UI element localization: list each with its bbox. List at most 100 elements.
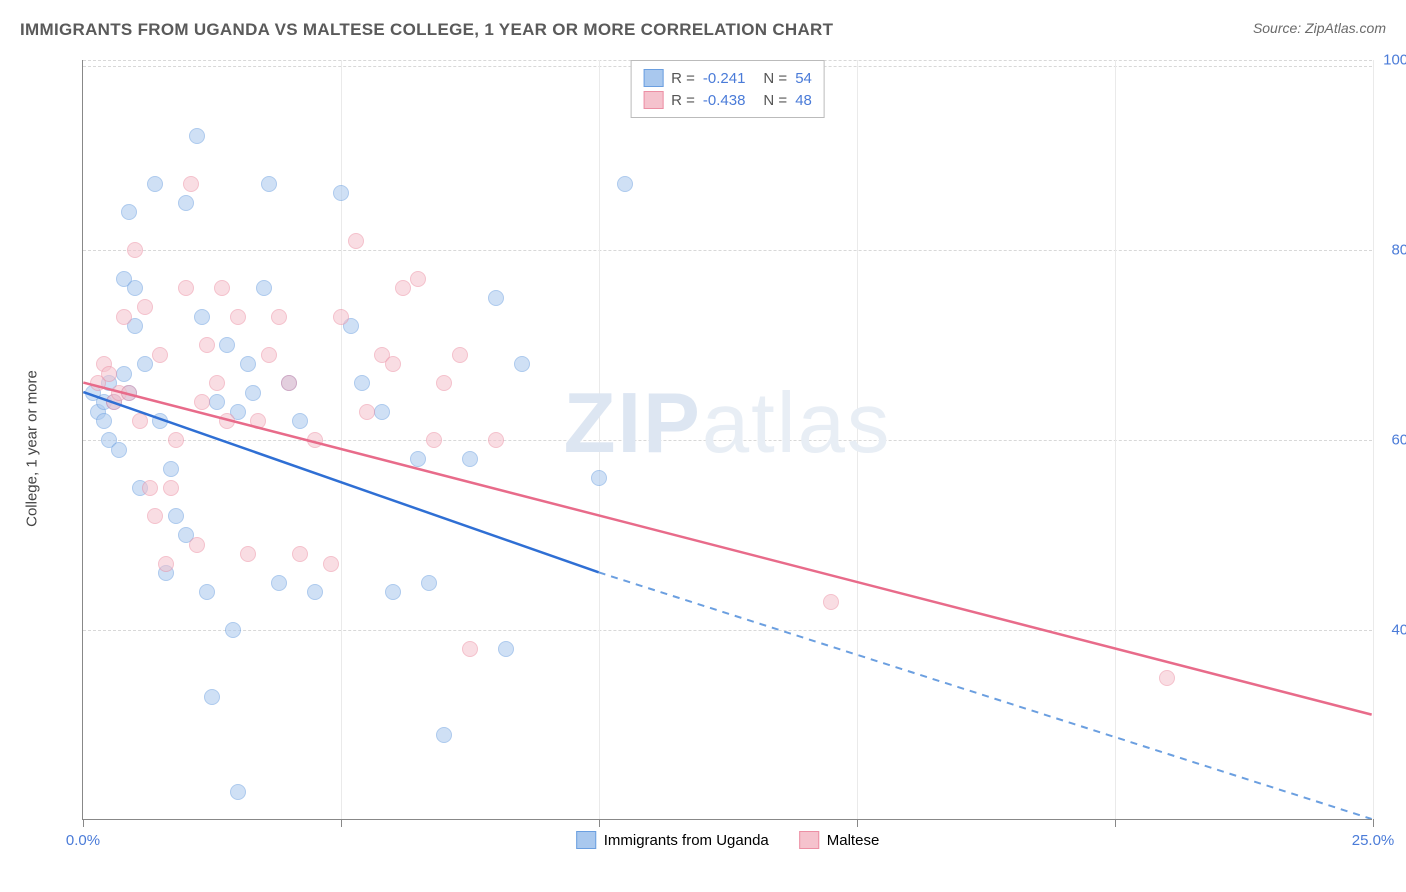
scatter-point [245,385,261,401]
scatter-point [178,195,194,211]
grid-line-vertical [599,60,600,819]
scatter-point [121,204,137,220]
source-label: Source: [1253,20,1301,36]
grid-line-vertical [1373,60,1374,819]
scatter-point [219,337,235,353]
scatter-point [250,413,266,429]
scatter-point [209,394,225,410]
scatter-point [163,461,179,477]
scatter-point [189,537,205,553]
scatter-point [168,508,184,524]
watermark-atlas: atlas [702,376,892,471]
watermark-zip: ZIP [564,376,702,471]
scatter-point [271,575,287,591]
n-value-maltese: 48 [795,92,812,109]
scatter-point [256,280,272,296]
scatter-point [823,594,839,610]
scatter-point [271,309,287,325]
scatter-point [127,280,143,296]
scatter-point [462,451,478,467]
scatter-point [225,622,241,638]
watermark: ZIPatlas [564,375,892,473]
scatter-point [137,356,153,372]
x-tick-mark [857,819,858,827]
scatter-point [240,356,256,372]
scatter-point [132,413,148,429]
legend-item-uganda: Immigrants from Uganda [576,831,769,849]
scatter-point [204,689,220,705]
scatter-point [359,404,375,420]
scatter-point [96,413,112,429]
scatter-point [488,432,504,448]
grid-line-vertical [1115,60,1116,819]
scatter-point [189,128,205,144]
scatter-point [462,641,478,657]
x-tick-mark [1115,819,1116,827]
scatter-point [152,413,168,429]
n-label: N = [763,70,787,87]
legend-swatch-uganda [643,69,663,87]
scatter-point [307,432,323,448]
scatter-point [1159,670,1175,686]
scatter-point [230,309,246,325]
scatter-point [147,176,163,192]
scatter-point [214,280,230,296]
scatter-point [333,185,349,201]
x-tick-mark [1373,819,1374,827]
scatter-point [158,556,174,572]
x-tick-label: 25.0% [1352,832,1395,849]
grid-line-vertical [341,60,342,819]
legend-row-maltese: R = -0.438 N = 48 [643,89,812,111]
r-value-uganda: -0.241 [703,70,746,87]
scatter-point [121,385,137,401]
legend-swatch-uganda-bottom [576,831,596,849]
y-tick-label: 40.0% [1391,622,1406,639]
scatter-point [116,366,132,382]
scatter-point [436,727,452,743]
scatter-point [183,176,199,192]
x-tick-mark [83,819,84,827]
scatter-point [292,546,308,562]
legend-swatch-maltese-bottom [799,831,819,849]
grid-line-horizontal [83,630,1372,631]
scatter-point [591,470,607,486]
x-tick-mark [599,819,600,827]
scatter-point [219,413,235,429]
x-tick-label: 0.0% [66,832,100,849]
series-legend: Immigrants from Uganda Maltese [576,831,880,849]
scatter-point [307,584,323,600]
scatter-point [281,375,297,391]
scatter-point [323,556,339,572]
source-value: ZipAtlas.com [1305,20,1386,36]
grid-line-vertical [857,60,858,819]
r-label: R = [671,70,695,87]
scatter-point [240,546,256,562]
scatter-point [261,176,277,192]
r-label: R = [671,92,695,109]
legend-label-uganda: Immigrants from Uganda [604,832,769,849]
x-tick-mark [341,819,342,827]
scatter-point [354,375,370,391]
scatter-point [385,584,401,600]
scatter-point [410,451,426,467]
scatter-point [436,375,452,391]
y-axis-label: College, 1 year or more [24,370,41,527]
plot-area: ZIPatlas R = -0.241 N = 54 R = -0.438 N … [82,60,1372,820]
n-value-uganda: 54 [795,70,812,87]
scatter-point [199,584,215,600]
scatter-point [142,480,158,496]
y-tick-label: 100.0% [1383,52,1406,69]
grid-line-horizontal [83,250,1372,251]
scatter-point [410,271,426,287]
scatter-point [101,366,117,382]
scatter-point [488,290,504,306]
scatter-point [199,337,215,353]
scatter-point [498,641,514,657]
legend-row-uganda: R = -0.241 N = 54 [643,67,812,89]
scatter-point [426,432,442,448]
scatter-point [137,299,153,315]
scatter-point [168,432,184,448]
r-value-maltese: -0.438 [703,92,746,109]
scatter-point [395,280,411,296]
scatter-point [194,309,210,325]
